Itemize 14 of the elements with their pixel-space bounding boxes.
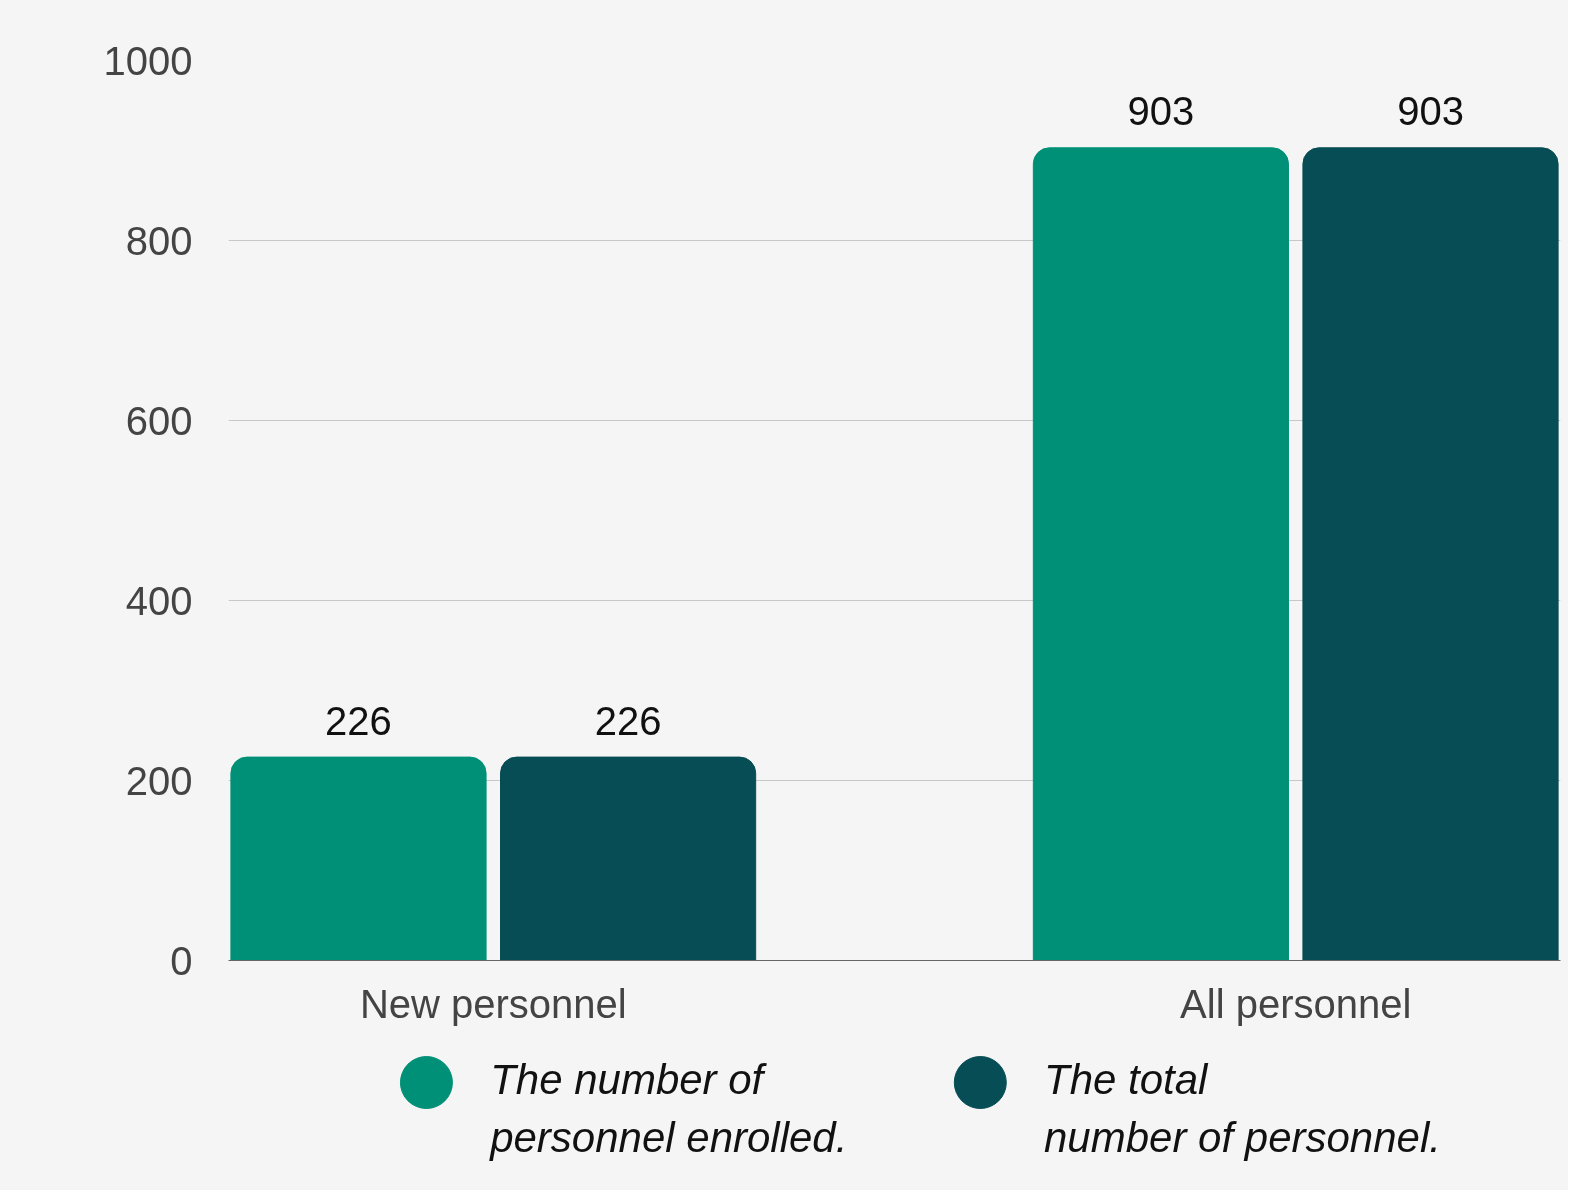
legend-label: The number of personnel enrolled. [488,1055,848,1162]
y-tick-label: 1000 [103,38,193,83]
y-tick-label: 200 [125,758,193,803]
y-tick-label: 600 [125,398,193,443]
data-label: 226 [594,698,662,743]
y-tick-label: 400 [125,578,193,623]
data-label: 903 [1397,89,1464,134]
x-tick-label: New personnel [359,981,627,1026]
x-tick-label: All personnel [1180,981,1412,1026]
data-label: 226 [325,698,392,743]
data-label: 903 [1127,89,1195,134]
y-tick-label: 800 [125,218,193,263]
y-tick-label: 0 [170,938,193,983]
legend-label: The total number of personnel. [1044,1055,1441,1162]
